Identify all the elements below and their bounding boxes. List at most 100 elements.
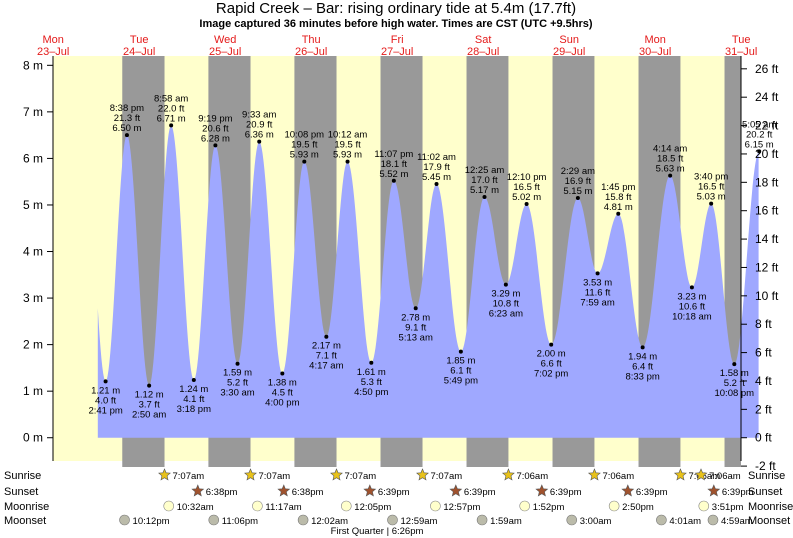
tide-m: 3.29 m — [491, 289, 520, 300]
tide-time: 4:17 am — [309, 361, 343, 372]
tide-ft: 7.1 ft — [316, 351, 337, 362]
sunrise-time: 7:07am — [259, 471, 291, 482]
night-band-strip — [552, 461, 595, 467]
tide-m: 5.93 m — [290, 150, 319, 161]
y-tick-label-right: 20 ft — [755, 147, 779, 161]
moonrise-row-label-right: Moonrise — [748, 501, 793, 513]
y-tick-label-right: 6 ft — [755, 346, 772, 360]
tide-time: 12:10 pm — [507, 172, 547, 183]
moonrise-icon — [698, 500, 710, 512]
tide-m: 6.15 m — [745, 139, 774, 150]
tide-ft: 5.3 ft — [361, 377, 382, 388]
tide-time: 10:08 pm — [284, 130, 324, 141]
tide-m: 5.52 m — [379, 169, 408, 180]
y-tick-label-right: 18 ft — [755, 175, 779, 189]
tide-m: 1.59 m — [223, 368, 252, 379]
tide-point — [524, 202, 529, 207]
tide-ft: 16.5 ft — [698, 182, 725, 193]
moonrise-time: 10:32am — [177, 502, 214, 513]
sunset-icon — [277, 484, 291, 497]
tide-ft: 16.9 ft — [565, 176, 592, 187]
moon-phase-label: First Quarter | 6:26pm — [331, 526, 424, 537]
tide-ft: 10.8 ft — [493, 299, 520, 310]
y-tick-label-right: 26 ft — [755, 62, 779, 76]
tide-time: 9:33 am — [242, 110, 276, 121]
tide-point — [369, 360, 374, 365]
tide-ft: 9.1 ft — [405, 322, 426, 333]
moonrise-icon — [608, 500, 620, 512]
tide-time: 2:50 am — [132, 410, 166, 421]
moonset-time: 3:00am — [580, 516, 612, 527]
y-tick-label-left: 1 m — [23, 384, 43, 398]
tide-time: 10:08 pm — [714, 388, 754, 399]
tide-ft: 22.0 ft — [158, 103, 185, 114]
tide-point — [103, 379, 108, 384]
sunrise-icon — [158, 468, 171, 481]
moonrise-time: 11:17am — [265, 502, 301, 513]
tide-time: 3:40 pm — [694, 172, 728, 183]
sunrise-row-label-right: Sunrise — [748, 470, 785, 482]
sunset-row-label-left: Sunset — [4, 486, 38, 498]
tide-ft: 16.5 ft — [513, 182, 540, 193]
sunrise-icon — [244, 468, 257, 481]
moonrise-time: 1:52pm — [533, 502, 565, 513]
day-name: Tue — [130, 34, 149, 46]
moonset-time: 10:12pm — [133, 516, 170, 527]
tide-ft: 20.9 ft — [246, 120, 273, 131]
tide-point — [257, 139, 262, 144]
tide-ft: 5.2 ft — [227, 378, 248, 389]
tide-m: 1.85 m — [446, 356, 475, 367]
sunset-icon — [363, 484, 377, 497]
tide-m: 6.50 m — [112, 123, 141, 134]
day-name: Tue — [732, 34, 751, 46]
tide-ft: 19.5 ft — [291, 140, 318, 151]
sunrise-icon — [694, 468, 708, 481]
tide-m: 1.58 m — [720, 368, 749, 379]
tide-m: 1.94 m — [628, 351, 657, 362]
sunset-time: 6:39pm — [636, 487, 668, 498]
y-tick-label-left: 4 m — [23, 245, 43, 259]
y-tick-label-left: 6 m — [23, 151, 43, 165]
moonset-icon — [476, 514, 488, 526]
tide-ft: 19.5 ft — [334, 140, 361, 151]
tide-ft: 6.4 ft — [632, 361, 653, 372]
tide-time: 5:05 am — [742, 119, 776, 130]
y-tick-label-left: 5 m — [23, 198, 43, 212]
sunset-row-label-right: Sunset — [748, 486, 782, 498]
tide-ft: 5.2 ft — [724, 378, 745, 389]
tide-time: 7:59 am — [580, 297, 614, 308]
tide-m: 5.45 m — [422, 172, 451, 183]
night-band-strip — [638, 461, 681, 467]
sunrise-row-label-left: Sunrise — [4, 470, 41, 482]
tide-m: 1.24 m — [179, 384, 208, 395]
y-tick-label-right: -2 ft — [755, 459, 776, 473]
day-date: 25–Jul — [209, 46, 241, 58]
moonset-time: 11:06pm — [222, 516, 258, 527]
tide-m: 5.02 m — [512, 192, 541, 203]
moonrise-time: 12:57pm — [443, 502, 480, 513]
tide-point — [280, 371, 285, 376]
tide-point — [302, 159, 307, 164]
tide-m: 1.61 m — [357, 367, 386, 378]
tide-ft: 21.3 ft — [114, 113, 141, 124]
y-tick-label-left: 7 m — [23, 105, 43, 119]
moonset-time: 4:59am — [721, 516, 753, 527]
tide-time: 1:45 pm — [601, 182, 635, 193]
tide-point — [549, 342, 554, 347]
day-name: Fri — [391, 34, 404, 46]
tide-time: 2:41 pm — [88, 405, 122, 416]
tide-point — [482, 195, 487, 200]
tide-m: 2.78 m — [401, 312, 430, 323]
sunrise-time: 7:07am — [173, 471, 205, 482]
sunset-time: 6:39pm — [464, 487, 496, 498]
tide-time: 5:13 am — [399, 332, 433, 343]
tide-time: 8:38 pm — [110, 103, 144, 114]
tide-m: 4.81 m — [604, 202, 633, 213]
day-date: 23–Jul — [37, 46, 69, 58]
sunrise-icon — [330, 468, 343, 481]
tide-point — [575, 195, 580, 200]
tide-m: 5.17 m — [470, 185, 499, 196]
y-tick-label-right: 12 ft — [755, 260, 779, 274]
tide-time: 12:25 am — [465, 165, 505, 176]
day-name: Wed — [214, 34, 236, 46]
